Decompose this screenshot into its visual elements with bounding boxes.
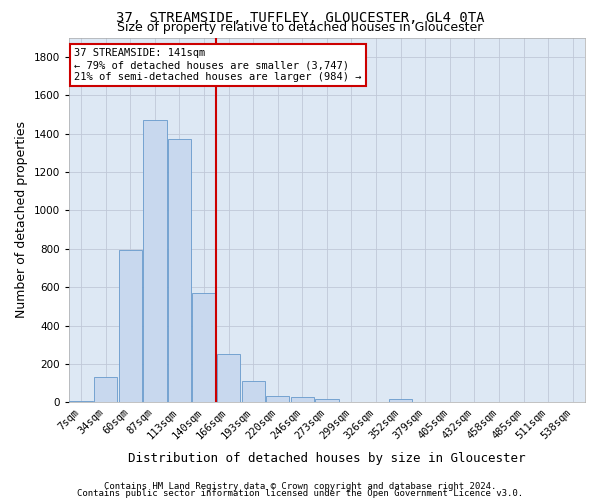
Bar — [119, 250, 142, 402]
Bar — [290, 396, 314, 402]
Bar — [217, 354, 240, 403]
Y-axis label: Number of detached properties: Number of detached properties — [15, 122, 28, 318]
Bar — [94, 378, 118, 402]
Bar — [266, 396, 289, 402]
Bar — [70, 400, 93, 402]
X-axis label: Distribution of detached houses by size in Gloucester: Distribution of detached houses by size … — [128, 452, 526, 465]
Text: Contains public sector information licensed under the Open Government Licence v3: Contains public sector information licen… — [77, 488, 523, 498]
Text: 37 STREAMSIDE: 141sqm
← 79% of detached houses are smaller (3,747)
21% of semi-d: 37 STREAMSIDE: 141sqm ← 79% of detached … — [74, 48, 361, 82]
Bar — [389, 398, 412, 402]
Bar — [242, 382, 265, 402]
Text: Contains HM Land Registry data © Crown copyright and database right 2024.: Contains HM Land Registry data © Crown c… — [104, 482, 496, 491]
Text: Size of property relative to detached houses in Gloucester: Size of property relative to detached ho… — [118, 22, 482, 35]
Bar — [315, 398, 338, 402]
Bar — [193, 293, 215, 403]
Bar — [168, 140, 191, 402]
Bar — [143, 120, 167, 403]
Text: 37, STREAMSIDE, TUFFLEY, GLOUCESTER, GL4 0TA: 37, STREAMSIDE, TUFFLEY, GLOUCESTER, GL4… — [116, 11, 484, 25]
